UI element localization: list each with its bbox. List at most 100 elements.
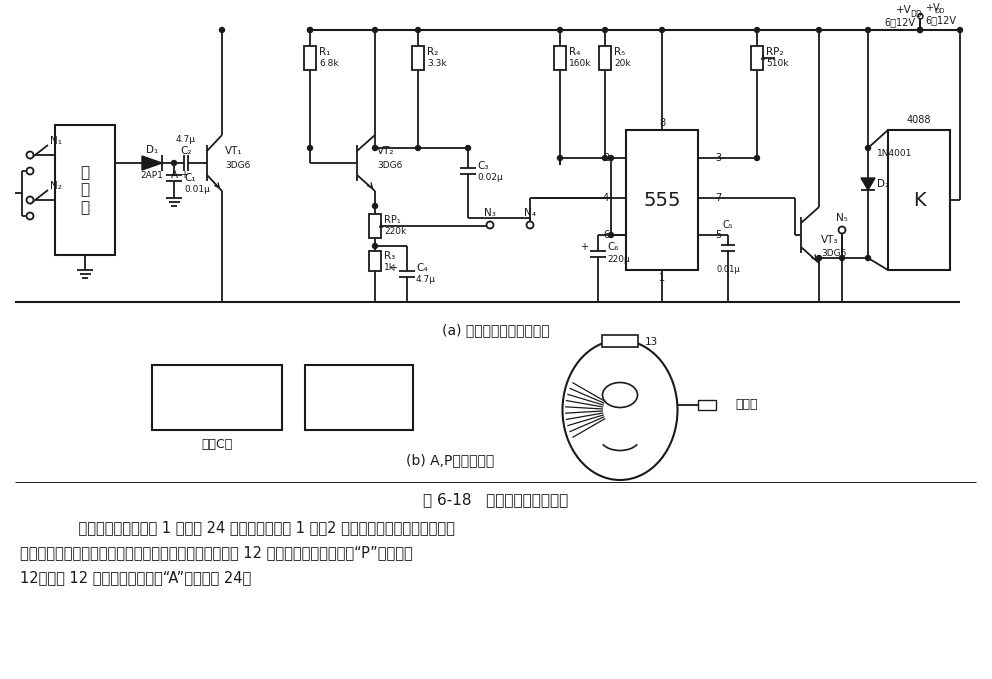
Circle shape: [486, 221, 493, 229]
Text: RP₂: RP₂: [766, 47, 784, 57]
Text: C₃: C₃: [477, 161, 488, 171]
Text: 8: 8: [659, 118, 665, 128]
Text: +: +: [180, 170, 188, 180]
Text: R₄: R₄: [569, 47, 580, 57]
Text: DD: DD: [934, 8, 944, 14]
Bar: [304, 46, 316, 70]
Circle shape: [816, 255, 821, 261]
Text: 图 6-18   自动定时控制器电路: 图 6-18 自动定时控制器电路: [424, 492, 568, 507]
Circle shape: [839, 255, 844, 261]
Text: C₄: C₄: [416, 263, 428, 273]
Circle shape: [602, 155, 607, 160]
Text: +V: +V: [896, 5, 912, 15]
Circle shape: [660, 28, 665, 33]
Bar: [152, 365, 282, 430]
Text: RP₁: RP₁: [384, 215, 401, 225]
Text: +: +: [580, 242, 588, 252]
Text: 3DG6: 3DG6: [225, 160, 250, 170]
Circle shape: [308, 28, 312, 33]
Text: 510k: 510k: [766, 60, 789, 69]
Text: 6.8k: 6.8k: [319, 60, 338, 69]
Bar: [888, 130, 950, 270]
Text: K: K: [913, 191, 926, 210]
Text: 220k: 220k: [384, 227, 407, 236]
Text: 定时开启和关闭，预置时间到，自动关闭。若定时范围在 12 小时之内，预置时间（“P”显示）为: 定时开启和关闭，预置时间到，自动关闭。若定时范围在 12 小时之内，预置时间（“…: [20, 545, 413, 560]
Text: 末位C段: 末位C段: [201, 437, 233, 450]
Circle shape: [373, 145, 378, 151]
Text: 4.7μ: 4.7μ: [176, 136, 196, 145]
Bar: [55, 125, 115, 255]
Text: 6: 6: [603, 230, 609, 240]
Text: 4.7μ: 4.7μ: [416, 274, 436, 284]
Text: 1N4001: 1N4001: [877, 149, 913, 158]
Text: 7: 7: [715, 193, 721, 203]
Text: 20k: 20k: [614, 60, 631, 69]
Circle shape: [755, 28, 760, 33]
Text: 3: 3: [715, 153, 721, 163]
Bar: [626, 130, 698, 270]
Text: +: +: [389, 263, 397, 273]
Text: D₁: D₁: [146, 145, 158, 155]
Polygon shape: [142, 156, 162, 170]
Text: (a) 自动定时控制器电路图: (a) 自动定时控制器电路图: [442, 323, 550, 337]
Text: 555: 555: [643, 191, 681, 210]
Circle shape: [957, 28, 962, 33]
Circle shape: [865, 255, 871, 261]
Text: (b) A,P显示和接线: (b) A,P显示和接线: [406, 453, 494, 467]
Circle shape: [27, 168, 34, 175]
Text: R₃: R₃: [384, 251, 395, 261]
Text: N₂: N₂: [50, 181, 62, 191]
Bar: [412, 46, 424, 70]
Text: 220μ: 220μ: [607, 255, 630, 265]
Circle shape: [558, 155, 562, 160]
Text: R₂: R₂: [427, 47, 438, 57]
Text: 13: 13: [645, 337, 659, 347]
Circle shape: [465, 145, 470, 151]
Text: 引出线: 引出线: [735, 399, 758, 411]
Circle shape: [373, 28, 378, 33]
Text: VT₃: VT₃: [821, 235, 838, 245]
Polygon shape: [861, 178, 875, 190]
Text: N₅: N₅: [836, 213, 848, 223]
Text: R₁: R₁: [319, 47, 330, 57]
Text: 3DG6: 3DG6: [821, 249, 846, 257]
Bar: [369, 251, 381, 271]
Circle shape: [602, 28, 607, 33]
Text: C₂: C₂: [181, 146, 191, 156]
Bar: [305, 365, 413, 430]
Text: DD: DD: [910, 10, 922, 19]
Circle shape: [865, 28, 871, 33]
Text: 4088: 4088: [907, 115, 931, 125]
Text: 0.01μ: 0.01μ: [716, 265, 740, 274]
Circle shape: [608, 155, 613, 160]
Text: 4: 4: [603, 193, 609, 203]
Text: 该电路的定时范围从 1 分钟到 24 小时，延时范围 1 秒～2 小时，可用于家电产品的自动: 该电路的定时范围从 1 分钟到 24 小时，延时范围 1 秒～2 小时，可用于家…: [60, 521, 455, 536]
Circle shape: [865, 145, 871, 151]
Text: 3DG6: 3DG6: [377, 160, 403, 170]
Text: 5: 5: [715, 230, 721, 240]
Bar: [369, 214, 381, 238]
Circle shape: [527, 221, 534, 229]
Text: C₅: C₅: [723, 220, 733, 230]
Circle shape: [308, 28, 312, 33]
Circle shape: [308, 145, 312, 151]
Text: 1k: 1k: [384, 263, 395, 272]
Circle shape: [27, 196, 34, 204]
Bar: [698, 400, 716, 410]
Text: N₄: N₄: [524, 208, 536, 218]
Circle shape: [816, 28, 821, 33]
Bar: [751, 46, 763, 70]
Circle shape: [608, 232, 613, 238]
Text: 0.02μ: 0.02μ: [477, 174, 503, 183]
Circle shape: [416, 28, 421, 33]
Bar: [554, 46, 566, 70]
Text: 1: 1: [659, 273, 665, 283]
Bar: [602, 335, 638, 347]
Text: 6〒12V: 6〒12V: [925, 15, 956, 25]
Text: 电
子
表: 电 子 表: [80, 165, 89, 215]
Text: C₁: C₁: [184, 173, 195, 183]
Circle shape: [219, 28, 224, 33]
Circle shape: [416, 145, 421, 151]
Circle shape: [172, 160, 177, 166]
Circle shape: [755, 155, 760, 160]
